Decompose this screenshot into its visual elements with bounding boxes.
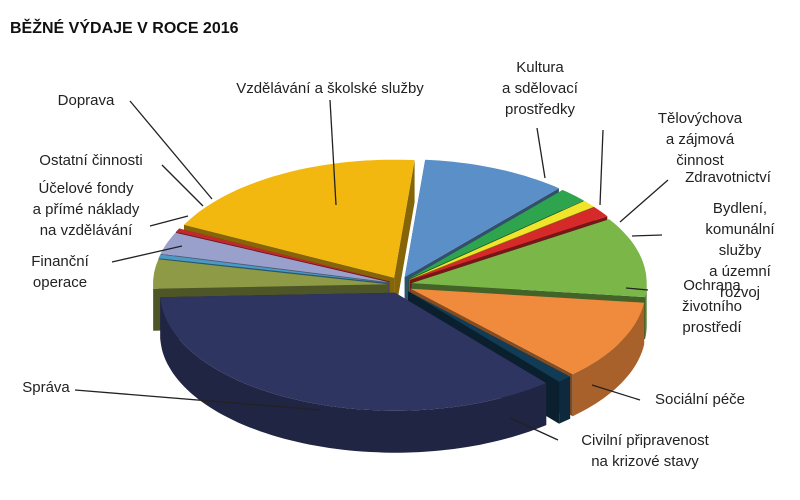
slice (153, 259, 388, 289)
slice-label: Finanční operace (31, 253, 89, 291)
slice (409, 207, 608, 281)
leader-line (149, 215, 189, 227)
slice-side (160, 297, 547, 453)
slice (160, 292, 547, 411)
leader-line (599, 129, 604, 206)
slice-label: Zdravotnictví (685, 169, 771, 186)
leader-line (161, 164, 204, 207)
leader-line (619, 179, 669, 223)
slice (410, 288, 645, 375)
slice-label: Bydlení, komunální služby a územní rozvo… (705, 200, 775, 301)
leader-line (591, 384, 641, 401)
slice-label: Doprava (57, 92, 115, 109)
leader-line (631, 234, 663, 237)
leader-line (625, 287, 649, 291)
slice-side (559, 376, 571, 424)
slice (408, 291, 571, 382)
slice-label: Tělovýchova a zájmová činnost (657, 110, 743, 169)
leader-line (129, 100, 213, 200)
slice-label: Civilní připravenost na krizové stavy (581, 432, 709, 470)
slice-face (394, 160, 415, 320)
slice (160, 232, 389, 283)
slice (409, 200, 594, 280)
chart-title: BĚŽNÉ VÝDAJE V ROCE 2016 (10, 20, 239, 37)
leader-line (111, 245, 183, 263)
slice (411, 219, 647, 298)
slice (158, 254, 389, 284)
slice-label: Ostatní činnosti (39, 152, 143, 169)
leader-line (536, 127, 546, 179)
slice-label: Účelové fondy a přímé náklady na vzděláv… (32, 180, 140, 239)
slice (408, 190, 584, 279)
slice-label: Vzdělávání a školské služby (236, 80, 424, 97)
slice (184, 159, 415, 278)
slice-side (572, 302, 645, 417)
slice (175, 228, 390, 282)
leader-line (509, 417, 559, 441)
leader-line (329, 99, 337, 206)
slice-label: Ochrana životního prostředí (681, 277, 743, 336)
slice (404, 159, 559, 278)
slice-label: Sociální péče (654, 391, 746, 408)
slice-label: Kultura a sdělovací prostředky (502, 59, 578, 118)
slice-side (645, 283, 647, 340)
slice-label: Správa (22, 379, 70, 396)
leader-line (74, 389, 321, 411)
